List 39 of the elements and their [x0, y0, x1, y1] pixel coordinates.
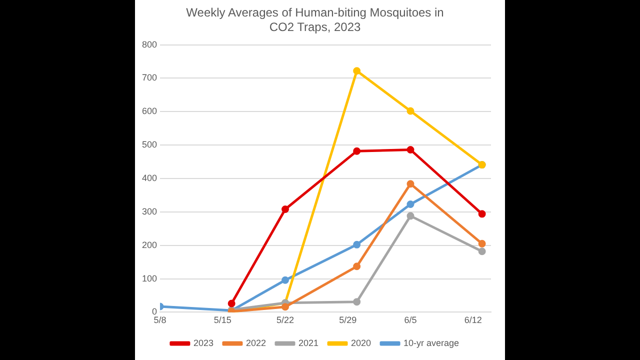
legend-label: 2021: [298, 338, 319, 348]
point: [353, 240, 361, 248]
point: [282, 276, 290, 284]
y-tick-label: 100: [142, 273, 158, 284]
x-tick-label: 6/12: [464, 315, 482, 326]
point: [282, 303, 290, 311]
y-tick-label: 700: [142, 72, 158, 83]
legend-label: 10-yr average: [404, 338, 460, 348]
point: [478, 248, 486, 256]
x-tick-label: 5/8: [154, 315, 166, 326]
point: [406, 212, 414, 220]
point: [406, 200, 414, 208]
text: Weekly Averages of Human-biting Mosquitoes in: [186, 6, 444, 20]
legend-label: 2023: [193, 338, 214, 348]
legend-label: 2020: [351, 338, 372, 348]
legend-label: 2022: [246, 338, 266, 348]
point: [478, 240, 486, 248]
y-tick-label: 600: [142, 106, 158, 116]
x-tick-label: 5/29: [339, 315, 357, 326]
y-tick-label: 800: [142, 39, 158, 50]
x-tick-label: 6/5: [404, 315, 417, 326]
point: [353, 298, 361, 306]
y-tick-label: 300: [142, 206, 158, 216]
point: [353, 67, 361, 75]
point: [406, 180, 414, 188]
point: [228, 300, 236, 308]
x-tick-label: 5/22: [276, 315, 294, 326]
text: CO2 Traps, 2023: [269, 20, 361, 34]
y-tick-label: 400: [142, 172, 158, 183]
y-tick-label: 0: [152, 306, 158, 317]
point: [353, 147, 361, 155]
point: [406, 107, 414, 115]
point: [478, 210, 486, 218]
point: [282, 206, 290, 213]
y-tick-label: 500: [142, 140, 158, 150]
point: [406, 146, 414, 154]
y-tick-label: 200: [142, 240, 158, 250]
x-tick-label: 5/15: [214, 315, 232, 326]
point: [353, 262, 361, 270]
